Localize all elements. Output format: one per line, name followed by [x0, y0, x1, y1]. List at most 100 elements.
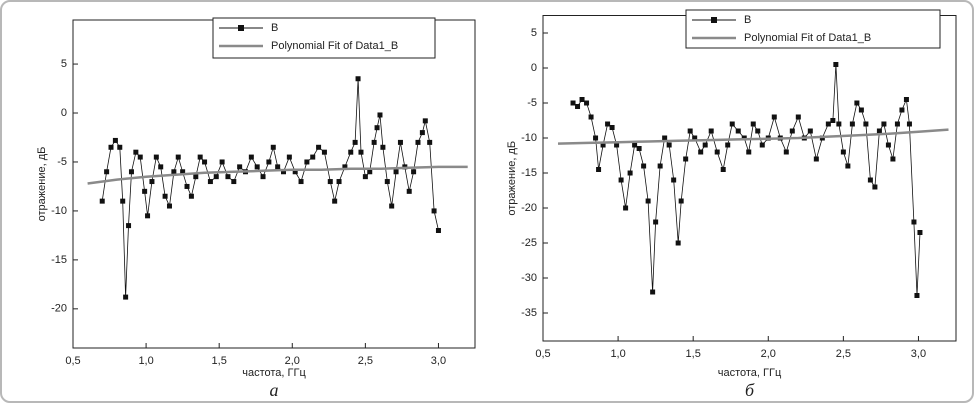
marker — [316, 144, 322, 150]
x-tick-label: 2,0 — [761, 348, 776, 360]
marker — [653, 219, 659, 225]
marker — [213, 174, 219, 180]
marker — [588, 114, 594, 120]
marker — [415, 139, 421, 145]
marker — [123, 294, 129, 300]
marker — [281, 169, 287, 175]
marker — [683, 156, 689, 162]
marker — [431, 208, 437, 214]
marker — [348, 149, 354, 155]
y-tick-label: 5 — [61, 58, 67, 70]
marker — [789, 128, 795, 134]
x-tick-label: 1,5 — [212, 355, 227, 367]
x-tick-label: 1,0 — [610, 348, 625, 360]
marker — [377, 112, 383, 118]
marker — [881, 121, 887, 127]
marker — [911, 219, 917, 225]
marker — [166, 203, 172, 209]
marker — [783, 149, 789, 155]
marker — [237, 164, 243, 170]
marker — [389, 203, 395, 209]
marker — [266, 159, 272, 165]
marker — [714, 149, 720, 155]
legend-label: B — [271, 22, 278, 34]
marker — [275, 164, 281, 170]
series-line — [101, 78, 439, 298]
marker — [596, 167, 602, 172]
marker — [352, 139, 358, 145]
x-tick-label: 2,5 — [836, 348, 851, 360]
marker — [231, 179, 237, 185]
marker — [575, 104, 581, 109]
marker — [876, 128, 882, 134]
marker — [917, 230, 923, 235]
marker — [593, 135, 599, 141]
marker — [133, 149, 139, 155]
marker — [406, 188, 412, 194]
marker — [427, 139, 433, 145]
marker — [332, 198, 338, 204]
marker — [632, 142, 638, 148]
marker — [292, 169, 298, 175]
marker — [627, 170, 633, 176]
marker — [899, 107, 905, 113]
marker — [605, 121, 611, 127]
marker — [362, 174, 368, 180]
marker — [657, 163, 663, 169]
marker — [126, 223, 132, 229]
marker — [104, 169, 110, 175]
x-tick-label: 3,0 — [911, 348, 926, 360]
marker — [384, 179, 390, 185]
marker — [729, 121, 735, 127]
marker — [675, 240, 681, 246]
y-tick-label: -30 — [521, 272, 537, 284]
marker — [175, 154, 181, 160]
marker — [771, 114, 777, 120]
marker — [327, 179, 333, 185]
marker — [202, 159, 208, 165]
marker — [813, 156, 819, 162]
marker — [374, 125, 380, 131]
legend-label: Polynomial Fit of Data1_B — [271, 40, 398, 52]
marker — [254, 164, 260, 170]
marker — [720, 167, 726, 172]
x-axis-label: частота, ГГц — [718, 367, 782, 379]
chart: 0,5 1,0 1,5 2,0 2,5 3,0 -35 -30 -25 -20 -15 -10 -5 0 5… — [506, 9, 957, 400]
marker — [219, 159, 225, 165]
marker — [149, 179, 155, 185]
x-tick-label: 1,0 — [138, 355, 153, 367]
marker — [584, 100, 590, 106]
marker — [750, 121, 756, 127]
marker — [193, 174, 199, 180]
marker — [830, 118, 836, 123]
marker — [903, 97, 909, 102]
marker — [890, 156, 896, 162]
legend-marker — [238, 25, 244, 31]
marker — [702, 142, 708, 148]
marker — [197, 154, 203, 160]
y-tick-label: 0 — [61, 107, 67, 119]
marker — [666, 142, 672, 148]
marker — [310, 154, 316, 160]
marker — [858, 107, 864, 113]
marker — [286, 154, 292, 160]
marker — [807, 128, 813, 134]
y-tick-label: -10 — [51, 205, 67, 217]
plot-frame — [72, 19, 476, 349]
marker — [692, 135, 698, 141]
y-tick-label: -15 — [51, 254, 67, 266]
marker — [614, 142, 620, 148]
y-tick-label: 0 — [531, 62, 537, 74]
marker — [650, 289, 656, 295]
marker — [260, 174, 266, 180]
marker — [863, 121, 869, 127]
marker — [128, 169, 134, 175]
marker — [180, 169, 186, 175]
marker — [99, 198, 105, 204]
y-tick-label: -20 — [51, 303, 67, 315]
chart: 0,5 1,0 1,5 2,0 2,5 3,0 -20 -15 -10 -5 0 5 B Polynomi… — [36, 17, 476, 400]
legend-marker — [711, 17, 717, 23]
series-line — [87, 165, 468, 185]
marker — [298, 179, 304, 185]
